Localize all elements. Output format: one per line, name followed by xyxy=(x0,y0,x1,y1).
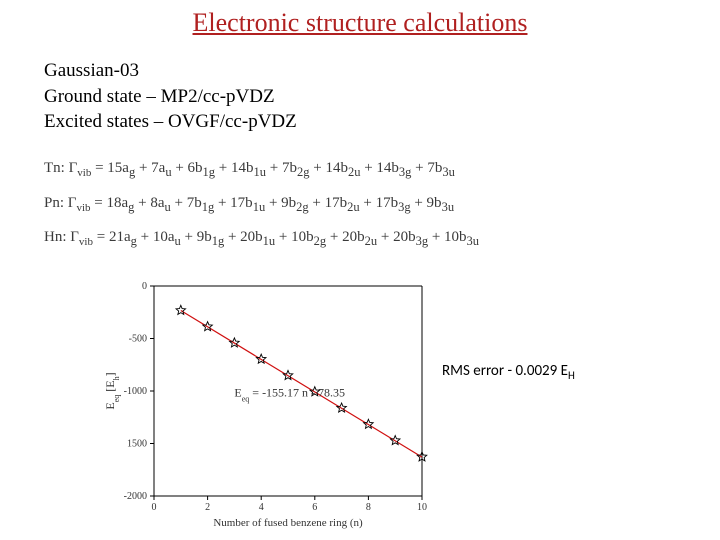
equation-hn: Hn: Γvib = 21ag + 10au + 9b1g + 20b1u + … xyxy=(44,221,479,256)
svg-text:1500: 1500 xyxy=(127,439,147,450)
svg-text:6: 6 xyxy=(312,502,317,513)
svg-text:8: 8 xyxy=(366,502,371,513)
info-line-3: Excited states – OVGF/cc-pVDZ xyxy=(44,109,297,135)
equation-tn: Tn: Γvib = 15ag + 7au + 6b1g + 14b1u + 7… xyxy=(44,152,479,187)
equation-hn-rhs: = 21ag + 10au + 9b1g + 20b1u + 10b2g + 2… xyxy=(93,229,479,245)
equation-pn: Pn: Γvib = 18ag + 8au + 7b1g + 17b1u + 9… xyxy=(44,187,479,222)
svg-text:0: 0 xyxy=(152,502,157,513)
svg-text:Number of fused benzene ring (: Number of fused benzene ring (n) xyxy=(213,517,363,529)
page-title: Electronic structure calculations xyxy=(0,8,720,38)
svg-text:0: 0 xyxy=(142,281,147,292)
equation-pn-rhs: = 18ag + 8au + 7b1g + 17b1u + 9b2g + 17b… xyxy=(91,195,455,211)
svg-text:10: 10 xyxy=(417,502,427,513)
svg-text:2: 2 xyxy=(205,502,210,513)
svg-text:-1000: -1000 xyxy=(124,386,147,397)
svg-text:4: 4 xyxy=(259,502,264,513)
energy-chart: 0 2 4 6 8 10 0 -500 -1000 1500 -2000 Number of fuse… xyxy=(100,278,430,530)
equations-block: Tn: Γvib = 15ag + 7au + 6b1g + 14b1u + 7… xyxy=(44,152,479,256)
svg-text:-500: -500 xyxy=(129,334,147,345)
equation-tn-rhs: = 15ag + 7au + 6b1g + 14b1u + 7b2g + 14b… xyxy=(91,160,455,176)
svg-text:-2000: -2000 xyxy=(124,491,147,502)
info-line-1: Gaussian-03 xyxy=(44,58,297,84)
chart-container: 0 2 4 6 8 10 0 -500 -1000 1500 -2000 Number of fuse… xyxy=(100,278,430,530)
info-block: Gaussian-03 Ground state – MP2/cc-pVDZ E… xyxy=(44,58,297,135)
info-line-2: Ground state – MP2/cc-pVDZ xyxy=(44,84,297,110)
svg-text:Eeq [Eh]: Eeq [Eh] xyxy=(103,372,121,409)
rms-error-label: RMS error - 0.0029 EH xyxy=(442,362,575,382)
